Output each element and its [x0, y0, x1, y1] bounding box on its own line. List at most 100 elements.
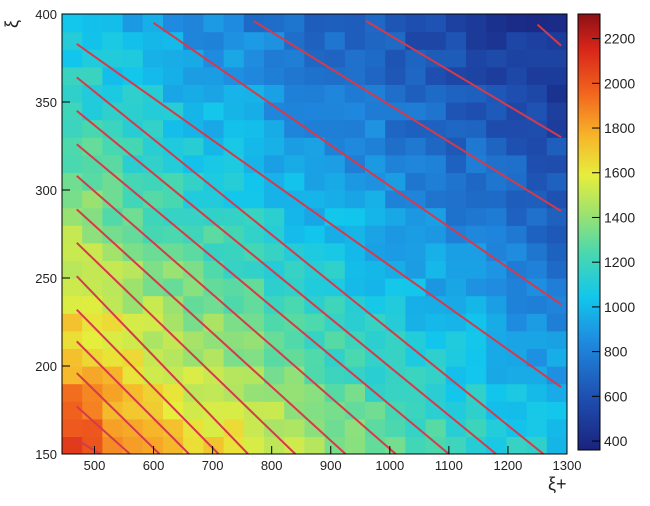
- heatmap-cell: [122, 348, 144, 367]
- heatmap-cell: [264, 383, 285, 402]
- heatmap-cell: [546, 119, 567, 138]
- heatmap-cell: [526, 366, 548, 385]
- heatmap-cell: [546, 14, 567, 33]
- y-tick-label: 350: [35, 95, 57, 110]
- heatmap-cell: [284, 207, 305, 226]
- heatmap-cell: [243, 418, 265, 437]
- y-tick-label: 300: [35, 183, 57, 198]
- heatmap-cell: [365, 172, 386, 191]
- heatmap-cell: [284, 137, 305, 156]
- heatmap-cell: [466, 49, 487, 68]
- heatmap-cell: [163, 383, 184, 402]
- heatmap-cell: [425, 295, 447, 314]
- heatmap-cell: [62, 137, 83, 156]
- heatmap-cell: [506, 225, 528, 244]
- heatmap-cell: [506, 66, 528, 85]
- heatmap-cell: [183, 172, 204, 191]
- heatmap-cell: [163, 190, 184, 209]
- heatmap-cell: [304, 207, 326, 226]
- heatmap-cell: [365, 14, 386, 33]
- heatmap-cell: [324, 31, 346, 50]
- heatmap-cell: [445, 330, 467, 349]
- heatmap-cell: [163, 14, 184, 33]
- heatmap-cell: [62, 172, 83, 191]
- heatmap-cell: [122, 31, 144, 50]
- heatmap-cell: [385, 242, 406, 261]
- heatmap-cell: [486, 383, 507, 402]
- heatmap-cell: [445, 383, 467, 402]
- x-axis: 500 600 700 800 900 1000 1100 1200 1300: [84, 446, 581, 473]
- heatmap-cell: [243, 225, 265, 244]
- heatmap-cell: [183, 436, 204, 454]
- heatmap-cell: [122, 207, 144, 226]
- heatmap-cell: [546, 49, 567, 68]
- heatmap-cell: [142, 119, 164, 138]
- heatmap-cell: [264, 172, 285, 191]
- heatmap-cell: [62, 401, 83, 420]
- heatmap-cell: [82, 66, 103, 85]
- heatmap-cell: [466, 260, 487, 279]
- heatmap-cell: [203, 190, 225, 209]
- heatmap-cell: [445, 278, 467, 297]
- heatmap-cell: [62, 278, 83, 297]
- heatmap-cell: [365, 260, 386, 279]
- heatmap-cell: [223, 401, 245, 420]
- heatmap-cell: [264, 66, 285, 85]
- heatmap-cell: [102, 207, 124, 226]
- heatmap-cell: [203, 225, 225, 244]
- heatmap-cell: [223, 119, 245, 138]
- heatmap-cell: [445, 154, 467, 173]
- heatmap-cell: [102, 49, 124, 68]
- heatmap-cell: [243, 348, 265, 367]
- heatmap-cell: [486, 225, 507, 244]
- heatmap-cell: [526, 119, 548, 138]
- heatmap-cell: [142, 366, 164, 385]
- heatmap-cell: [425, 154, 447, 173]
- colorbar-tick-label: 1800: [604, 120, 635, 136]
- heatmap-cell: [466, 418, 487, 437]
- heatmap-cell: [445, 207, 467, 226]
- heatmap-cell: [546, 31, 567, 50]
- contour-line: [76, 275, 249, 454]
- heatmap-cell: [526, 295, 548, 314]
- heatmap-cell: [486, 436, 507, 454]
- heatmap-cell: [526, 207, 548, 226]
- heatmap-cell: [526, 31, 548, 50]
- heatmap-cell: [203, 313, 225, 332]
- heatmap-cell: [405, 154, 427, 173]
- heatmap-cell: [344, 119, 366, 138]
- heatmap-cell: [102, 102, 124, 121]
- heatmap-cell: [324, 242, 346, 261]
- heatmap-cell: [264, 207, 285, 226]
- heatmap-cell: [304, 401, 326, 420]
- heatmap-cell: [183, 383, 204, 402]
- heatmap-cell: [526, 190, 548, 209]
- heatmap-cell: [526, 401, 548, 420]
- heatmap-cell: [142, 295, 164, 314]
- heatmap-cell: [122, 119, 144, 138]
- heatmap-cell: [365, 348, 386, 367]
- heatmap-cell: [142, 260, 164, 279]
- heatmap-cell: [203, 242, 225, 261]
- heatmap-cell: [62, 383, 83, 402]
- heatmap-cell: [203, 49, 225, 68]
- heatmap-cell: [365, 401, 386, 420]
- heatmap-cell: [163, 295, 184, 314]
- heatmap-cell: [324, 84, 346, 103]
- heatmap-cell: [546, 225, 567, 244]
- x-tick-label: 1000: [375, 458, 404, 473]
- heatmap-cell: [82, 278, 103, 297]
- heatmap-cell: [82, 366, 103, 385]
- heatmap-cell: [506, 242, 528, 261]
- heatmap-cell: [445, 49, 467, 68]
- heatmap-cell: [243, 260, 265, 279]
- heatmap-cell: [546, 366, 567, 385]
- heatmap-cell: [102, 84, 124, 103]
- contour-line: [536, 23, 562, 47]
- heatmap-cell: [243, 49, 265, 68]
- heatmap-cell: [385, 49, 406, 68]
- heatmap-cell: [466, 207, 487, 226]
- heatmap-cell: [223, 348, 245, 367]
- heatmap-cell: [526, 102, 548, 121]
- heatmap-cell: [264, 225, 285, 244]
